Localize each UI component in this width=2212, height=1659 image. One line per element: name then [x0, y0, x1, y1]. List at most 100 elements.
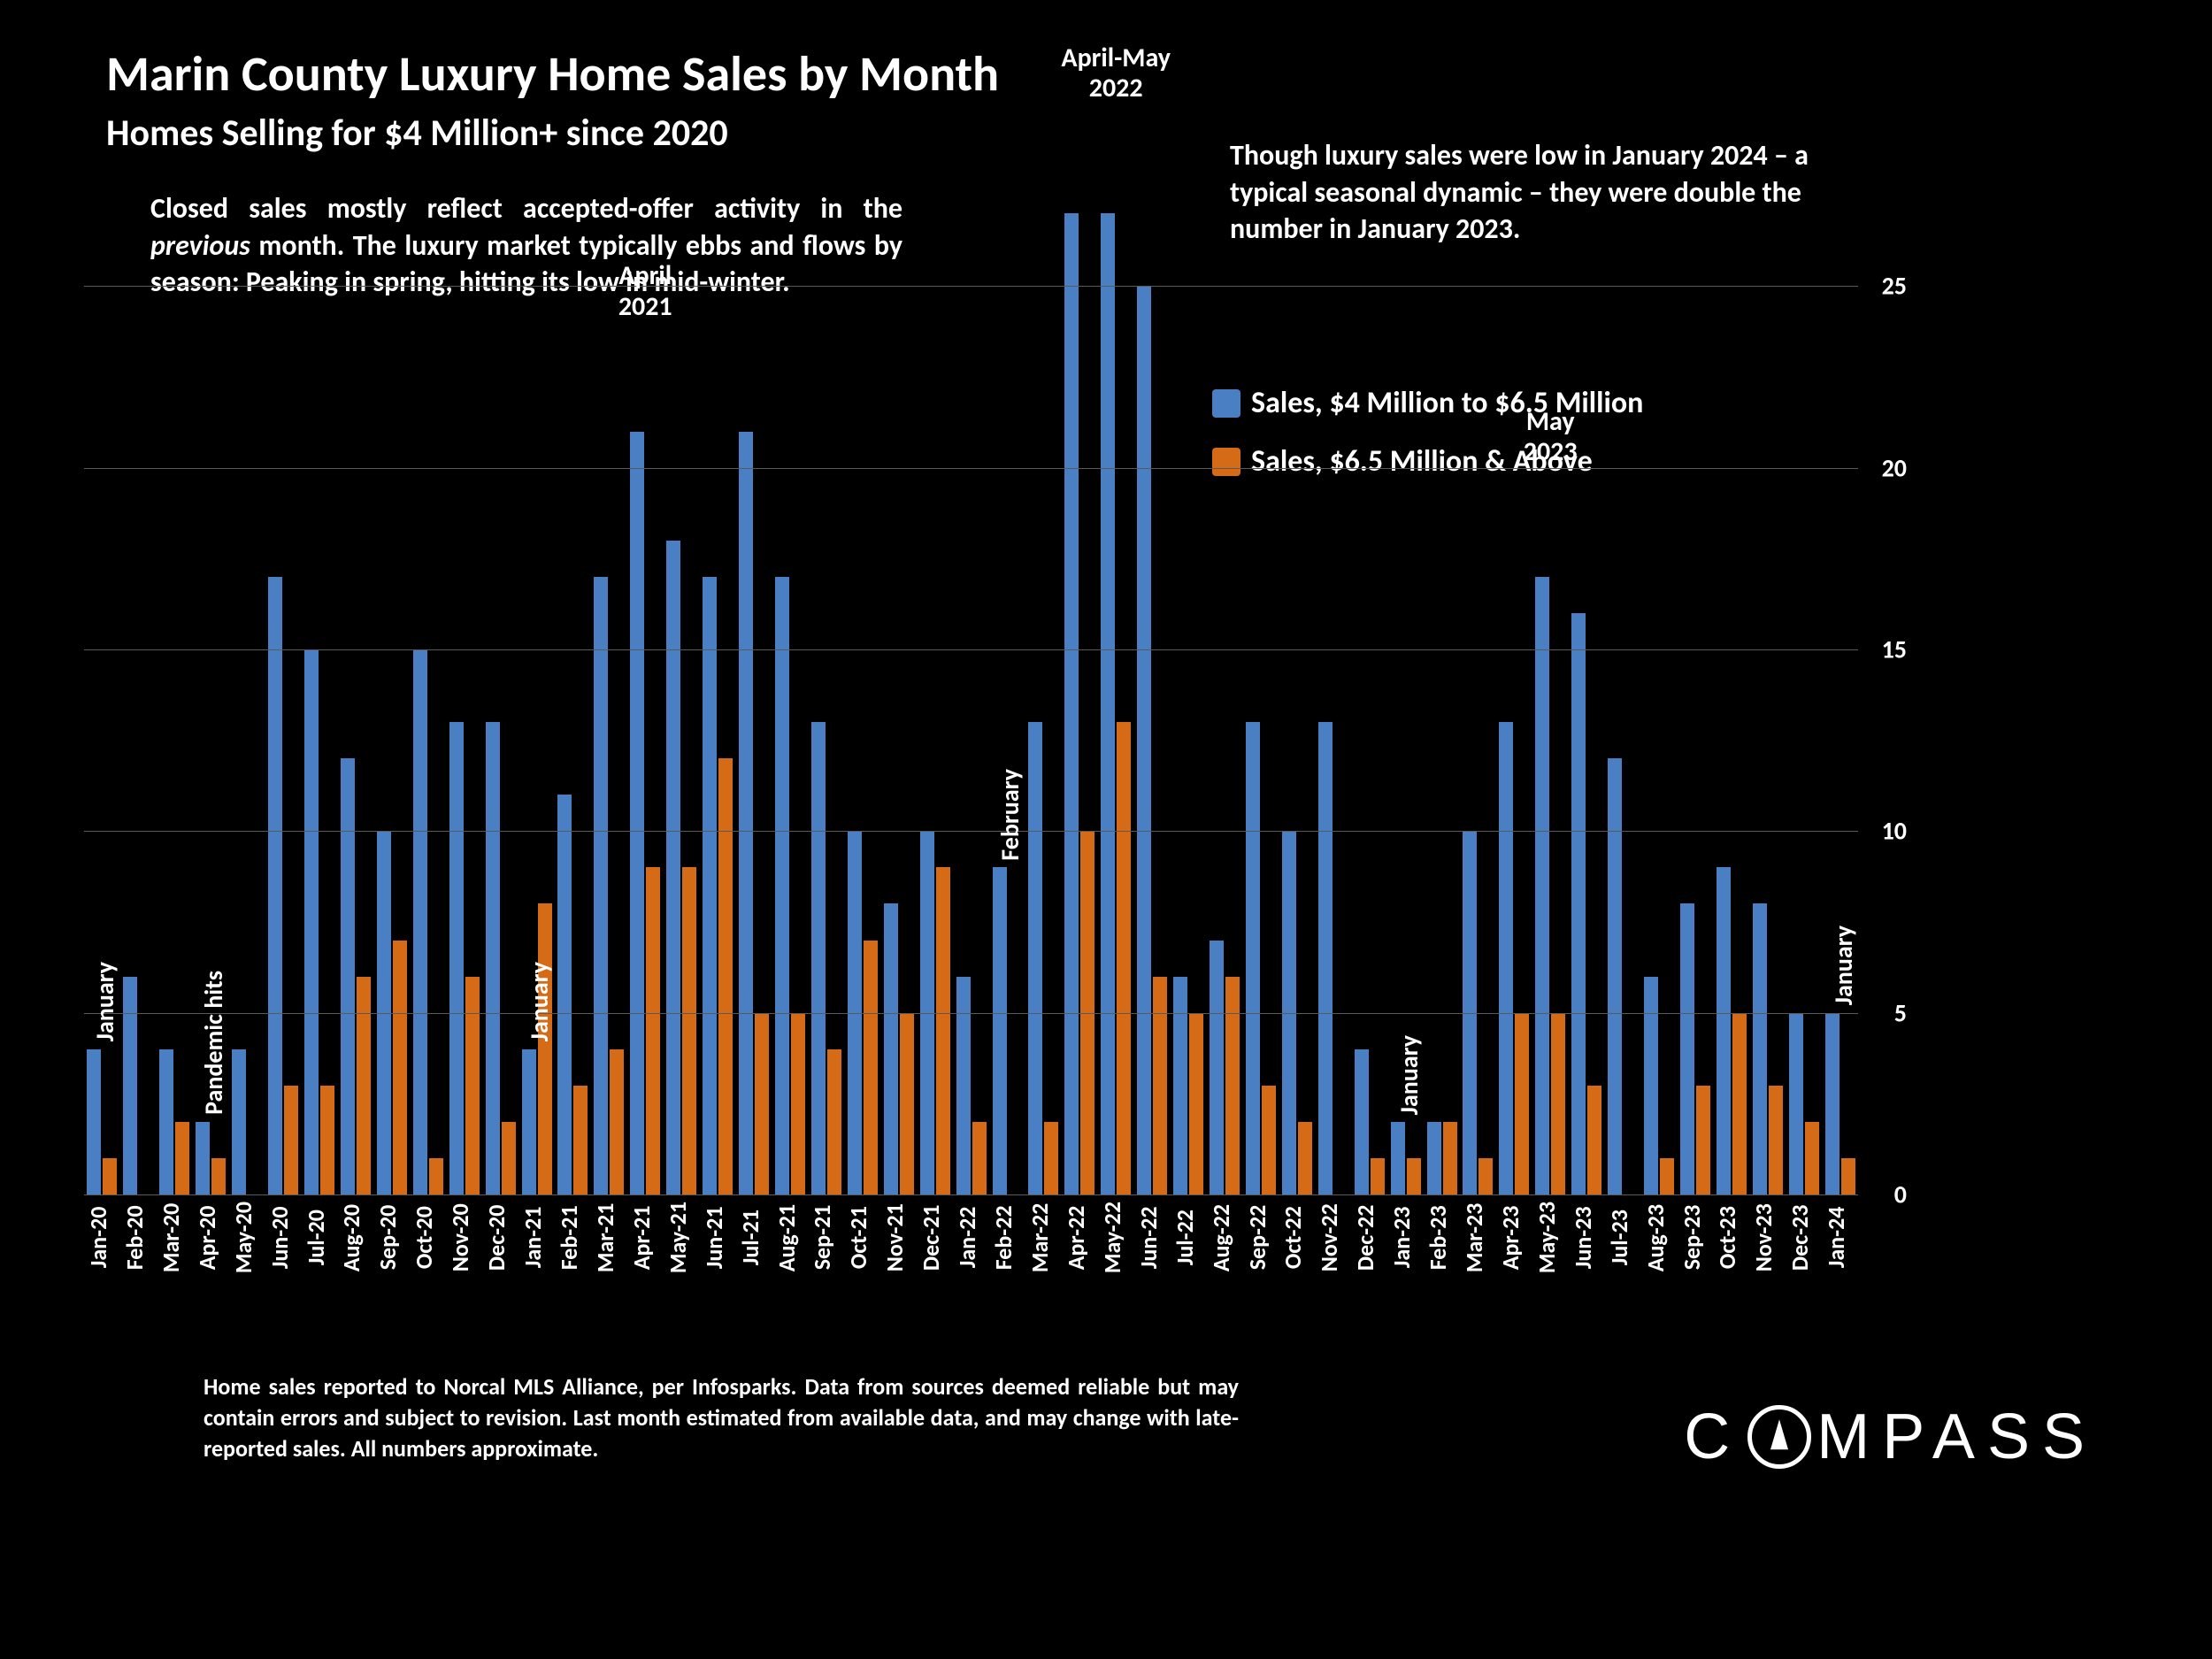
bar-series2 [972, 1122, 987, 1194]
bar-series1 [232, 1049, 246, 1194]
bar-series1 [1246, 722, 1260, 1194]
x-axis-label: Feb-23 [1424, 1202, 1460, 1273]
bar-group [1678, 903, 1714, 1194]
x-axis-label: Aug-23 [1641, 1202, 1678, 1273]
bar-annotation: January [1828, 926, 1859, 1005]
bar-series2 [1407, 1158, 1421, 1194]
bar-series2 [175, 1122, 189, 1194]
bar-group [1532, 577, 1569, 1194]
bar-series1 [1028, 722, 1042, 1194]
bar-series1 [123, 977, 137, 1194]
x-axis-label: Nov-23 [1749, 1202, 1786, 1273]
bar-series1 [1608, 758, 1622, 1194]
bar-series1 [775, 577, 789, 1194]
bar-series2 [1298, 1122, 1312, 1194]
bar-series1 [1571, 613, 1586, 1194]
bar-group [265, 577, 302, 1194]
x-axis-label: Sep-23 [1678, 1202, 1714, 1273]
bar-series1 [449, 722, 464, 1194]
x-axis-label: Aug-21 [772, 1202, 809, 1273]
bar-series2 [393, 941, 407, 1195]
bar-series2 [610, 1049, 624, 1194]
chart-callout: April-May2022 [1061, 43, 1171, 104]
x-axis-label: Jul-21 [736, 1202, 772, 1273]
bar-group [337, 758, 373, 1194]
bar-group [880, 903, 917, 1194]
bar-group [1387, 1122, 1424, 1194]
x-axis-label: Mar-23 [1460, 1202, 1496, 1273]
bar-series2 [1117, 722, 1131, 1194]
x-axis-label: Nov-22 [1315, 1202, 1351, 1273]
bar-group [808, 722, 844, 1194]
x-axis-label: Mar-22 [1025, 1202, 1062, 1273]
bar-group [1134, 286, 1171, 1194]
y-tick-label: 5 [1894, 997, 1907, 1028]
bar-series1 [1499, 722, 1513, 1194]
bar-group [1749, 903, 1786, 1194]
footer-note: Home sales reported to Norcal MLS Allian… [204, 1371, 1239, 1464]
x-axis-label: Jun-20 [265, 1202, 302, 1273]
bar-group [989, 867, 1025, 1194]
bar-group [772, 577, 809, 1194]
bar-group [518, 903, 555, 1194]
chart-callout: May2023 [1524, 407, 1578, 468]
bar-series1 [1717, 867, 1731, 1194]
x-axis-label: Nov-21 [880, 1202, 917, 1273]
bar-group [1822, 1013, 1858, 1194]
bar-group [736, 432, 772, 1195]
bar-series2 [103, 1158, 117, 1194]
logo-compass-icon [1747, 1405, 1811, 1469]
x-axis-label: Dec-21 [917, 1202, 953, 1273]
bar-series2 [357, 977, 371, 1194]
bar-series2 [646, 867, 660, 1194]
bar-series2 [538, 903, 552, 1194]
bar-group [482, 722, 518, 1194]
bar-series2 [1732, 1013, 1747, 1194]
bar-series2 [429, 1158, 443, 1194]
bar-series2 [573, 1086, 588, 1194]
y-tick-label: 25 [1882, 271, 1907, 302]
bar-series1 [594, 577, 608, 1194]
bar-series2 [936, 867, 950, 1194]
bar-series2 [1660, 1158, 1674, 1194]
chart-title: Marin County Luxury Home Sales by Month [106, 44, 999, 104]
bar-group [302, 649, 338, 1194]
bar-group [1351, 1049, 1387, 1194]
bar-group [1569, 613, 1605, 1194]
bar-group [1243, 722, 1279, 1194]
bar-group [229, 1049, 265, 1194]
bar-series1 [486, 722, 500, 1194]
x-axis-label: Apr-22 [1062, 1202, 1098, 1273]
bar-series2 [682, 867, 696, 1194]
bar-group [1641, 977, 1678, 1194]
x-axis-label: May-20 [229, 1202, 265, 1273]
bar-series2 [1189, 1013, 1203, 1194]
bar-series1 [993, 867, 1007, 1194]
bar-series2 [1841, 1158, 1855, 1194]
x-axis-label: Apr-23 [1496, 1202, 1532, 1273]
bar-group [555, 795, 591, 1194]
bar-series2 [755, 1013, 769, 1194]
bar-annotation: February [995, 769, 1025, 861]
bar-group [1062, 213, 1098, 1194]
bar-series1 [1210, 941, 1224, 1195]
x-axis-label: Jun-22 [1134, 1202, 1171, 1273]
bar-series1 [703, 577, 717, 1194]
x-axis-label: Dec-20 [482, 1202, 518, 1273]
bar-series2 [900, 1013, 914, 1194]
bar-series1 [1173, 977, 1187, 1194]
bar-series2 [1153, 977, 1167, 1194]
x-axis-label: Jun-21 [700, 1202, 736, 1273]
bar-series2 [1587, 1086, 1601, 1194]
grid-line [84, 831, 1858, 832]
bar-series2 [1696, 1086, 1710, 1194]
bar-series1 [87, 1049, 101, 1194]
bar-series2 [284, 1086, 298, 1194]
bar-series1 [1644, 977, 1658, 1194]
chart-area: 0510152025 [84, 177, 1858, 1194]
bar-series2 [1044, 1122, 1058, 1194]
x-axis-label: Oct-21 [844, 1202, 880, 1273]
bar-series2 [1769, 1086, 1783, 1194]
bar-group [193, 1122, 229, 1194]
x-axis-label: Feb-21 [555, 1202, 591, 1273]
